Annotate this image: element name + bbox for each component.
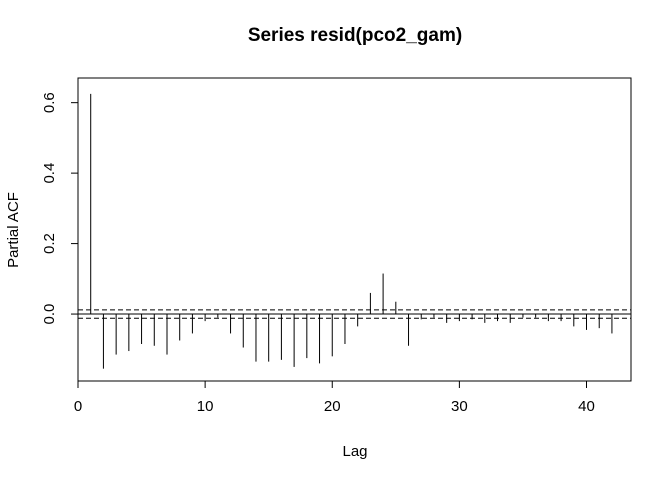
x-axis: 0 10 20 30 40 (74, 380, 595, 415)
x-tick-label: 10 (197, 398, 214, 415)
y-tick-label: 0.0 (41, 304, 58, 325)
x-axis-label: Lag (342, 443, 367, 460)
x-tick-label: 0 (74, 398, 82, 415)
y-tick-label: 0.2 (41, 233, 58, 254)
y-axis: 0.0 0.2 0.4 0.6 (41, 92, 79, 325)
x-tick-label: 40 (578, 398, 595, 415)
plot-area (78, 93, 631, 369)
y-tick-label: 0.4 (41, 163, 58, 184)
x-tick-label: 30 (451, 398, 468, 415)
y-tick-label: 0.6 (41, 92, 58, 113)
plot-frame (77, 77, 632, 382)
chart-title: Series resid(pco2_gam) (248, 25, 462, 46)
x-tick-label: 20 (324, 398, 341, 415)
y-axis-label: Partial ACF (5, 192, 22, 268)
